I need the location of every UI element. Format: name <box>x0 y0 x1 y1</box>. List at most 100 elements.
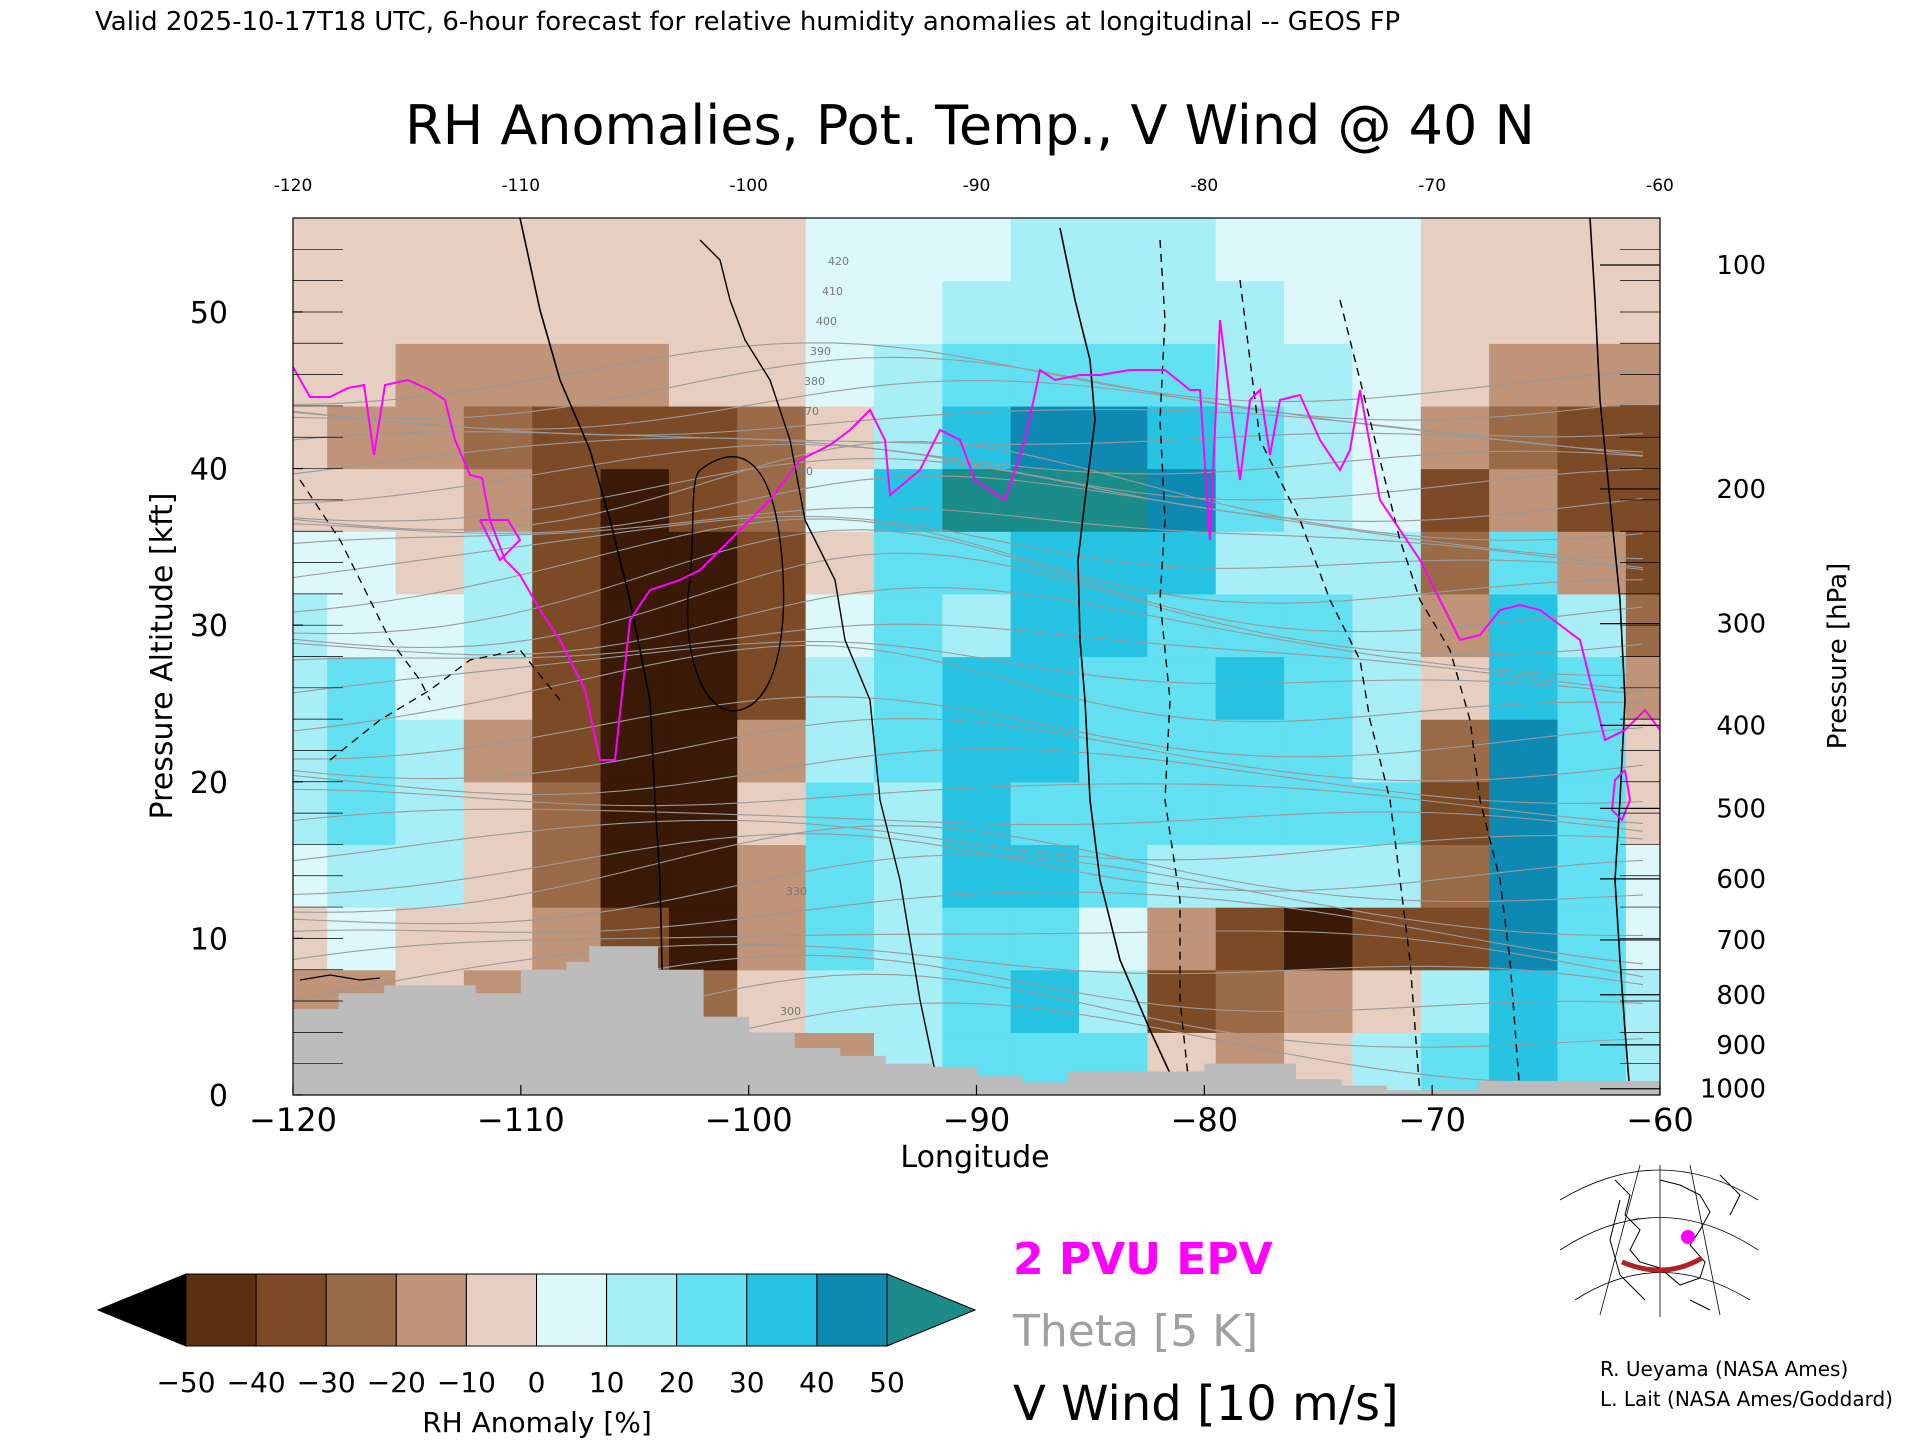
theta-contour-line <box>293 783 1644 824</box>
rh-cell <box>395 405 465 470</box>
rh-cell <box>1420 844 1490 908</box>
rh-cell <box>1352 969 1422 1033</box>
epv-2pvu-line <box>293 319 1660 761</box>
rh-cell <box>1147 280 1217 344</box>
x-top-tick-label: -110 <box>502 176 541 196</box>
locator-map-coastline <box>1609 1174 1741 1311</box>
rh-cell <box>873 531 943 595</box>
rh-cell <box>668 218 738 282</box>
rh-cell <box>1010 844 1080 908</box>
rh-cell <box>942 781 1012 846</box>
rh-cell <box>395 844 465 908</box>
y-tick-label: 30 <box>190 609 228 644</box>
pressure-tick-label: 700 <box>1716 926 1766 956</box>
rh-cell <box>1489 781 1559 846</box>
theta-contour-line <box>293 943 1644 1002</box>
theta-label: 360 <box>792 465 813 478</box>
colorbar-tick-label: −20 <box>367 1366 426 1399</box>
rh-cell <box>1420 218 1490 282</box>
rh-cell <box>1284 907 1354 971</box>
rh-cell <box>1489 593 1559 658</box>
rh-cell <box>463 593 533 658</box>
rh-cell <box>1079 468 1148 532</box>
rh-cell <box>1284 531 1354 595</box>
x-tick-label: −60 <box>1626 1101 1694 1139</box>
terrain-block <box>1022 1082 1069 1095</box>
locator-map <box>1559 1164 1759 1317</box>
theta-label: 380 <box>804 375 825 388</box>
v-wind-contours <box>299 218 1631 1095</box>
terrain-block <box>748 1032 795 1095</box>
rh-cell <box>532 405 602 470</box>
x-top-tick-label: -80 <box>1190 176 1218 196</box>
terrain-block <box>1341 1085 1388 1095</box>
rh-cell <box>1352 468 1422 532</box>
pressure-tick-label: 1000 <box>1700 1075 1766 1105</box>
theta-contour-line <box>293 441 1644 541</box>
theta-label: 370 <box>798 405 819 418</box>
rh-cell <box>1010 531 1080 595</box>
colorbar-segment <box>325 1273 397 1347</box>
rh-cell <box>1010 781 1080 846</box>
theta-label: 410 <box>822 285 843 298</box>
terrain-block <box>930 1066 977 1095</box>
rh-cell <box>1284 468 1354 532</box>
rh-cell <box>1010 343 1080 407</box>
rh-cell <box>805 218 875 282</box>
locator-map-marker <box>1681 1230 1695 1244</box>
rh-cell <box>737 907 807 971</box>
v-wind-contour-zero-central <box>1059 227 1181 1095</box>
colorbar-tick-label: 0 <box>528 1366 546 1399</box>
rh-cell <box>463 218 533 282</box>
theta-contour-line <box>293 825 1644 913</box>
pressure-tick-label: 800 <box>1716 981 1766 1011</box>
rh-cell <box>805 343 875 407</box>
rh-cell <box>942 844 1012 908</box>
rh-cell <box>1147 531 1217 595</box>
rh-cell <box>1489 405 1559 470</box>
terrain-block <box>429 985 476 1095</box>
rh-cell <box>532 280 602 344</box>
x-tick-label: −80 <box>1171 1101 1239 1139</box>
rh-cell <box>873 218 943 282</box>
rh-cell <box>1284 844 1354 908</box>
pressure-tick-label: 300 <box>1716 610 1766 640</box>
rh-cell <box>600 280 670 344</box>
x-top-tick-label: -120 <box>274 176 313 196</box>
rh-cell <box>942 343 1012 407</box>
rh-cell <box>1420 343 1490 407</box>
rh-cell <box>600 719 670 783</box>
theta-contour-line <box>293 529 1644 635</box>
rh-cell <box>1010 656 1080 720</box>
rh-cell <box>1079 781 1148 846</box>
rh-cell <box>1215 218 1285 282</box>
x-top-tick-label: -100 <box>729 176 768 196</box>
rh-cell <box>942 656 1012 720</box>
chart-title: RH Anomalies, Pot. Temp., V Wind @ 40 N <box>405 94 1535 157</box>
rh-cell <box>873 907 943 971</box>
rh-cell <box>1557 405 1627 470</box>
valid-time-header: Valid 2025-10-17T18 UTC, 6-hour forecast… <box>95 7 1400 37</box>
rh-cell <box>600 781 670 846</box>
pressure-tick-label: 600 <box>1716 865 1766 895</box>
rh-cell <box>942 969 1012 1033</box>
rh-cell <box>1352 719 1422 783</box>
terrain-block <box>1523 1080 1570 1095</box>
rh-cell <box>395 343 465 407</box>
rh-cell <box>1079 969 1148 1033</box>
rh-cell <box>1489 468 1559 532</box>
rh-cell <box>463 907 533 971</box>
colorbar-tick-label: −10 <box>437 1366 496 1399</box>
rh-cell <box>463 719 533 783</box>
rh-cell <box>1489 280 1559 344</box>
terrain-block <box>611 946 659 1095</box>
colorbar: −50 −40 −30 −20 −10 0 10 20 30 40 50 <box>96 1273 977 1399</box>
x-tick-label: −120 <box>249 1101 337 1139</box>
rh-cell <box>805 844 875 908</box>
rh-cell <box>395 468 465 532</box>
rh-cell <box>1147 656 1217 720</box>
colorbar-segment <box>816 1273 888 1347</box>
rh-cell <box>600 531 670 595</box>
colorbar-segment <box>536 1273 608 1347</box>
rh-cell <box>737 405 807 470</box>
